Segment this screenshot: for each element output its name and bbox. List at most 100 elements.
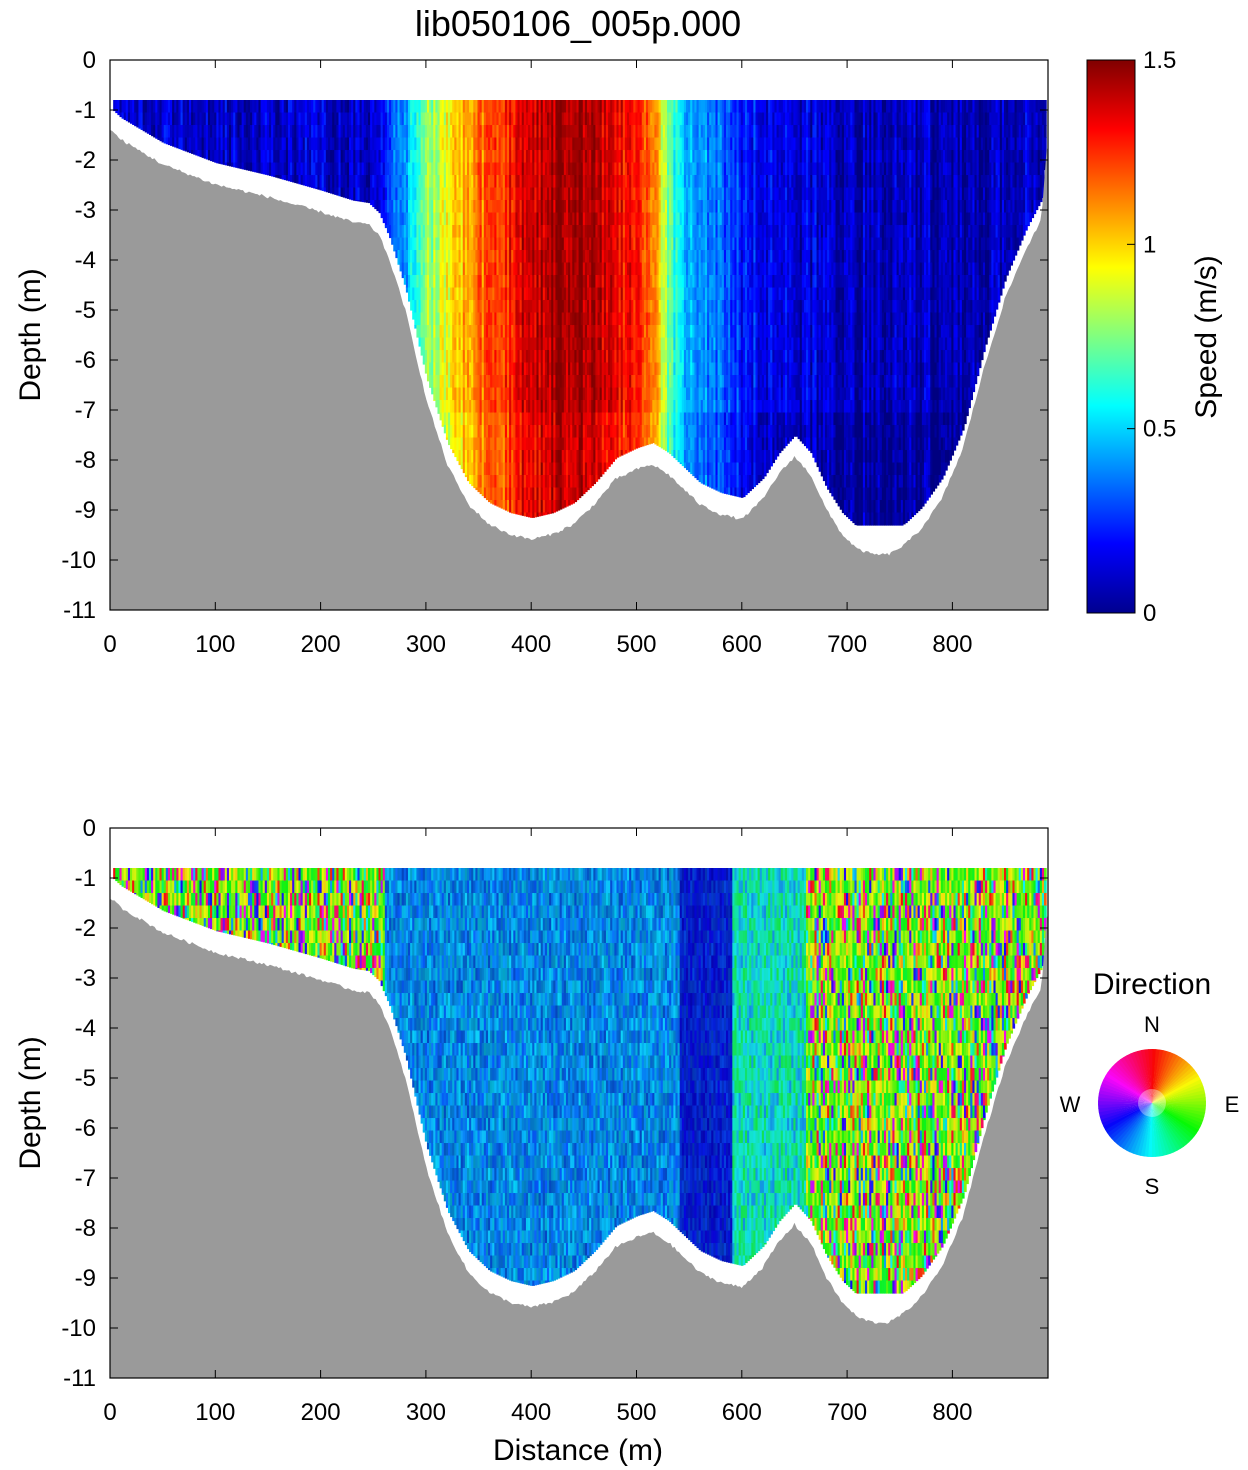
speed-cell <box>660 187 664 201</box>
speed-cell <box>643 400 647 414</box>
speed-cell <box>681 237 685 251</box>
speed-cell <box>273 125 276 139</box>
speed-cell <box>389 212 392 226</box>
speed-cell <box>241 112 245 126</box>
speed-cell <box>180 125 184 139</box>
speed-cell <box>433 237 436 251</box>
speed-cell <box>582 300 586 314</box>
speed-cell <box>191 137 194 151</box>
speed-cell <box>271 162 274 176</box>
speed-cell <box>610 237 613 251</box>
speed-cell <box>627 137 630 151</box>
speed-cell <box>563 237 567 251</box>
speed-cell <box>631 187 634 201</box>
speed-cell <box>509 125 512 139</box>
speed-cell <box>490 487 493 501</box>
speed-cell <box>622 450 626 455</box>
speed-cell <box>540 237 544 251</box>
speed-cell <box>671 350 674 364</box>
speed-cell <box>519 212 523 226</box>
speed-cell <box>363 150 367 164</box>
speed-cell <box>591 300 594 314</box>
speed-cell <box>553 350 557 364</box>
speed-cell <box>544 487 548 501</box>
speed-cell <box>656 112 660 126</box>
speed-cell <box>521 225 525 239</box>
speed-cell <box>570 337 573 351</box>
speed-cell <box>525 300 529 314</box>
speed-cell <box>517 125 521 139</box>
speed-cell <box>490 237 493 251</box>
speed-cell <box>466 412 470 426</box>
speed-cell <box>561 175 565 189</box>
speed-cell <box>570 437 573 451</box>
speed-cell <box>618 225 622 239</box>
speed-cell <box>637 112 641 126</box>
speed-cell <box>515 425 519 439</box>
speed-cell <box>641 275 645 289</box>
speed-cell <box>494 487 498 501</box>
speed-cell <box>572 425 575 439</box>
speed-cell <box>525 487 529 501</box>
speed-cell <box>422 287 426 301</box>
speed-cell <box>549 450 552 464</box>
speed-cell <box>591 275 594 289</box>
speed-cell <box>418 250 422 264</box>
speed-cell <box>344 125 348 139</box>
speed-cell <box>363 175 367 189</box>
speed-cell <box>452 350 455 364</box>
speed-cell <box>616 312 620 326</box>
speed-cell <box>477 300 481 314</box>
speed-cell <box>690 375 693 389</box>
speed-cell <box>605 400 609 414</box>
speed-cell <box>494 412 498 426</box>
speed-cell <box>662 362 666 376</box>
speed-cell <box>511 275 514 289</box>
speed-cell <box>559 362 563 376</box>
speed-cell <box>669 100 672 114</box>
speed-cell <box>319 150 323 164</box>
speed-cell <box>397 262 401 265</box>
speed-cell <box>565 200 569 214</box>
speed-cell <box>669 125 672 139</box>
speed-cell <box>620 325 624 339</box>
speed-cell <box>618 237 622 251</box>
speed-cell <box>572 475 575 489</box>
speed-cell <box>334 112 337 126</box>
speed-cell <box>298 112 302 126</box>
speed-cell <box>481 225 485 239</box>
speed-cell <box>629 387 632 401</box>
speed-cell <box>620 112 624 126</box>
speed-cell <box>662 300 666 314</box>
speed-cell <box>578 337 582 351</box>
speed-cell <box>671 400 674 414</box>
speed-cell <box>568 250 571 264</box>
speed-cell <box>262 137 266 151</box>
speed-cell <box>578 475 582 489</box>
speed-cell <box>582 212 586 226</box>
speed-cell <box>437 287 441 301</box>
speed-cell <box>618 350 622 364</box>
speed-cell <box>694 225 698 239</box>
speed-cell <box>553 175 557 189</box>
speed-cell <box>376 187 380 201</box>
speed-cell <box>304 100 308 114</box>
speed-cell <box>287 175 291 182</box>
speed-cell <box>523 137 527 151</box>
speed-cell <box>656 387 660 401</box>
speed-cell <box>525 212 529 226</box>
speed-cell <box>511 137 514 151</box>
speed-cell <box>492 450 495 464</box>
speed-cell <box>359 112 363 126</box>
speed-cell <box>660 387 664 401</box>
speed-cell <box>220 125 224 139</box>
speed-cell <box>506 287 510 301</box>
speed-cell <box>627 212 630 226</box>
speed-cell <box>471 325 474 339</box>
speed-cell <box>464 462 468 476</box>
speed-cell <box>330 162 333 176</box>
speed-cell <box>688 325 691 339</box>
speed-cell <box>645 437 649 446</box>
speed-cell <box>572 137 575 151</box>
speed-cell <box>528 312 531 326</box>
